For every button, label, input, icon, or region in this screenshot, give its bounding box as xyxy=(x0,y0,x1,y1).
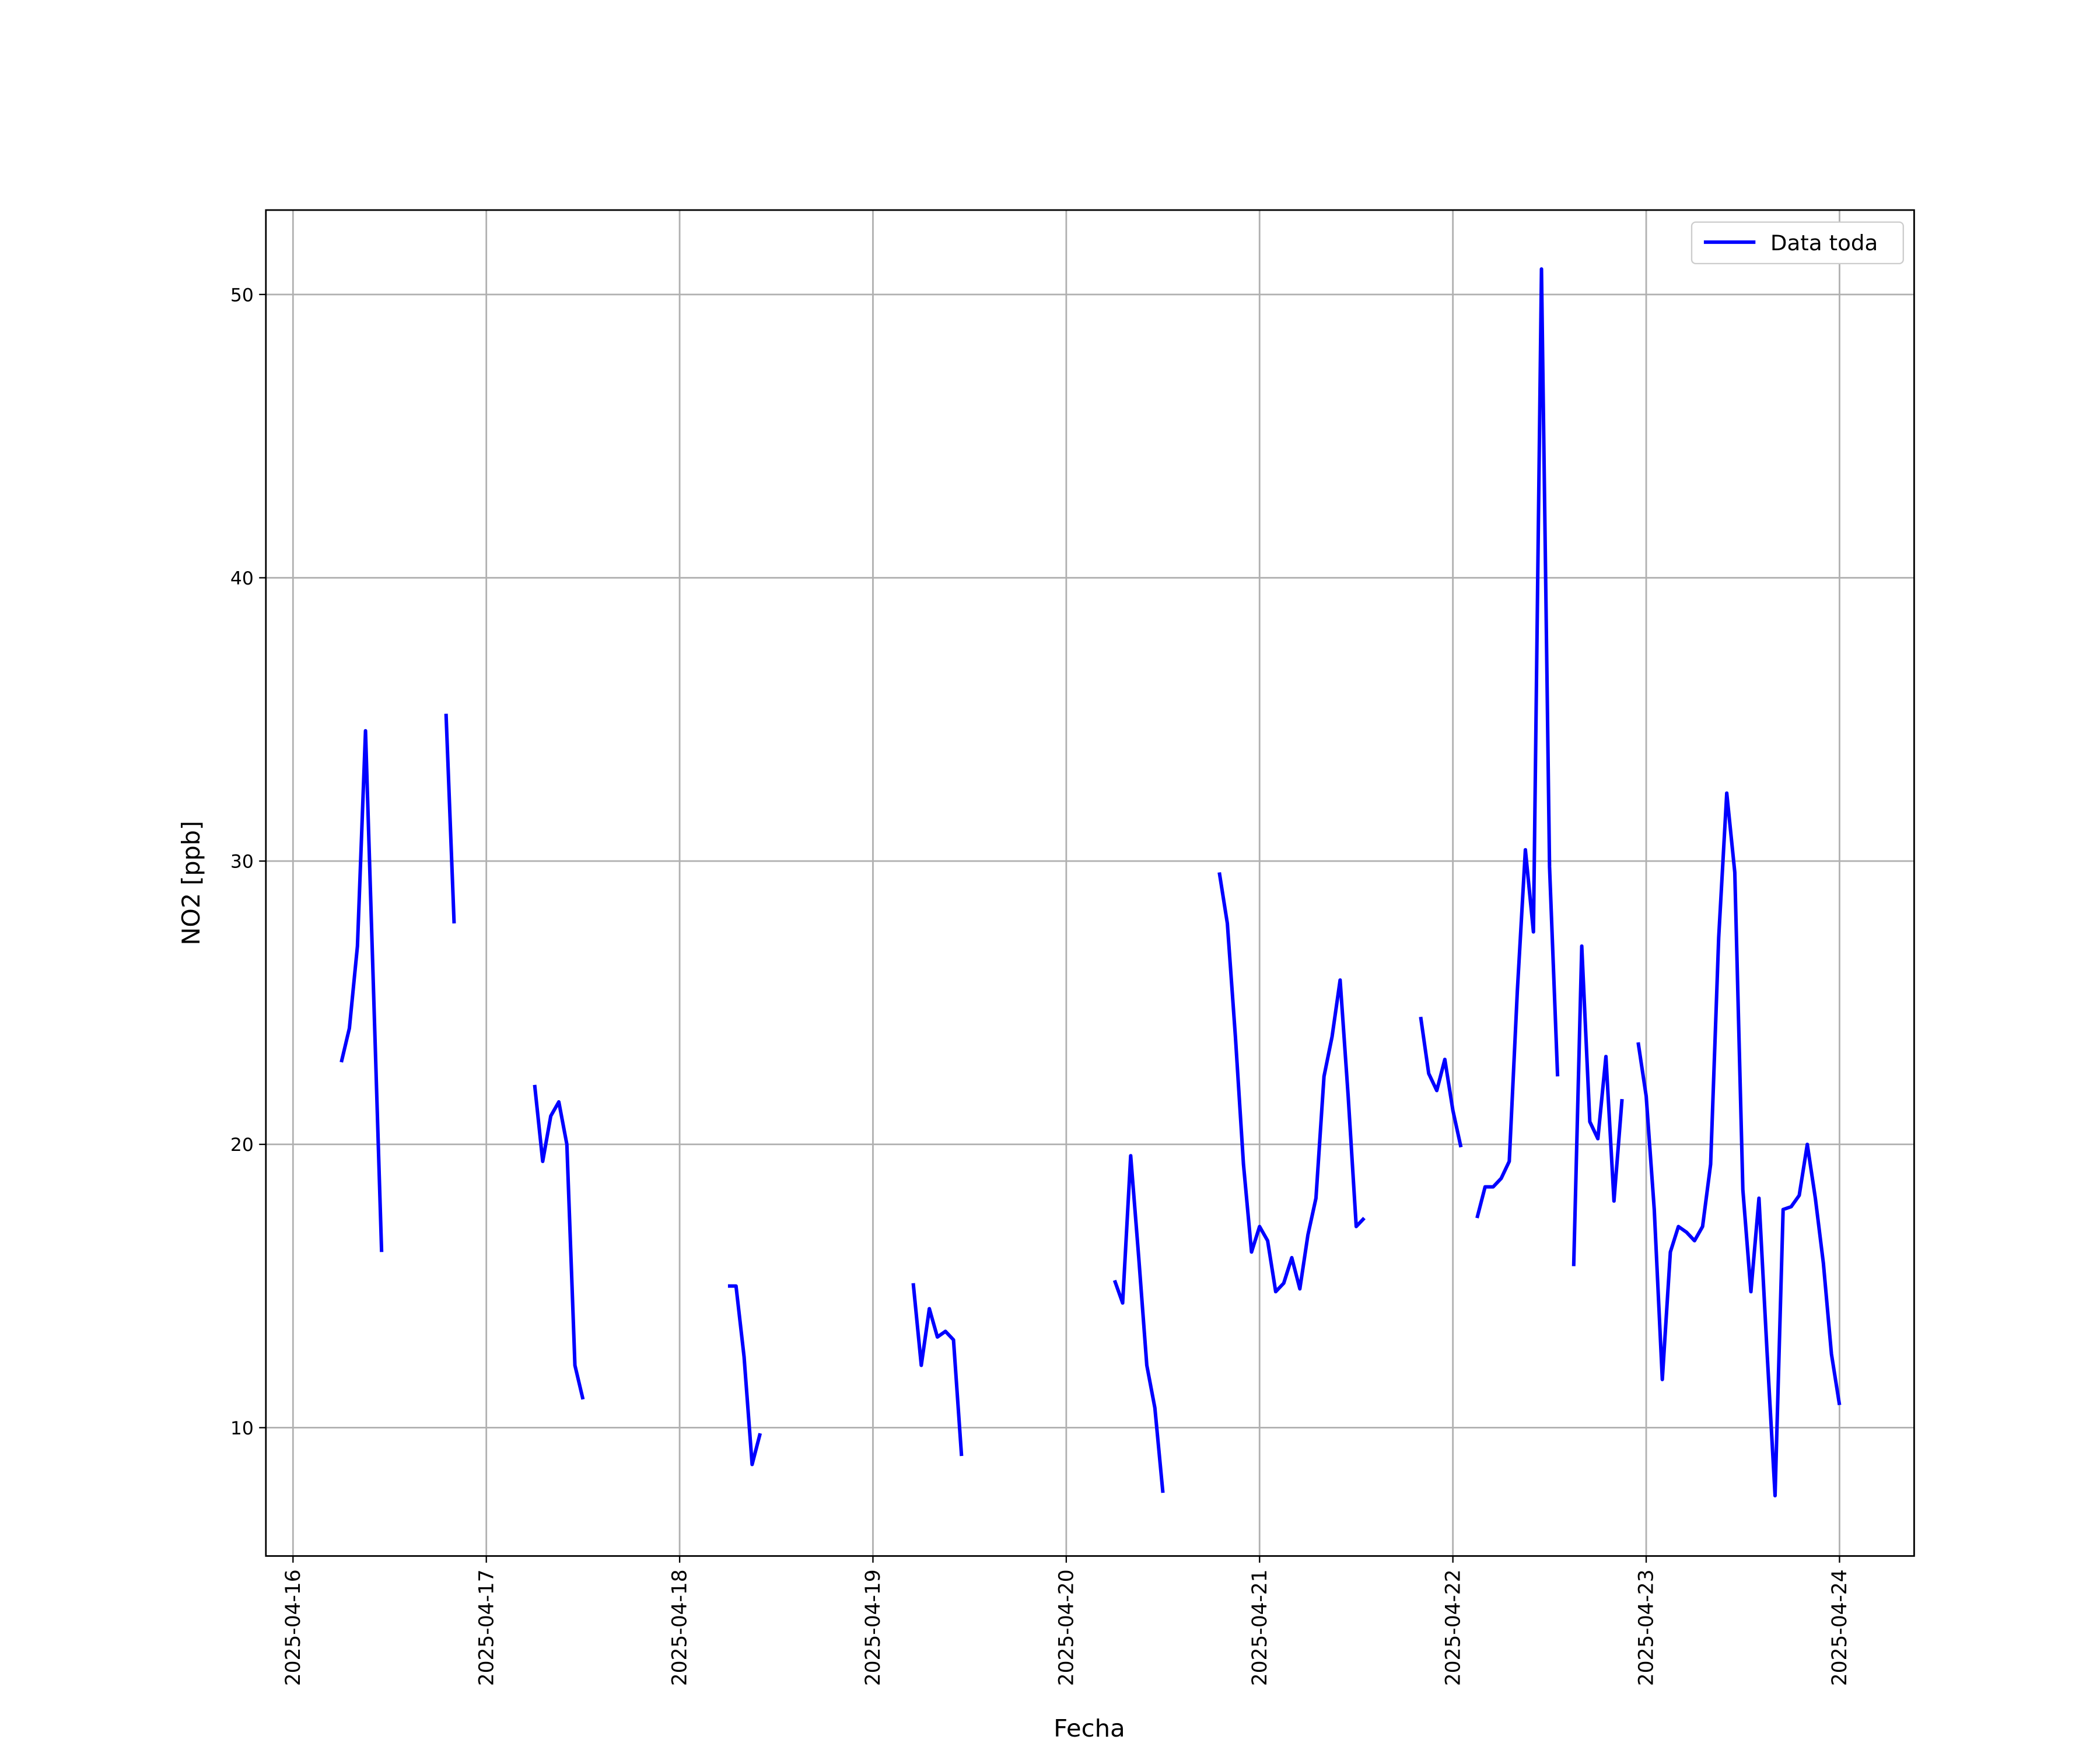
x-tick-label: 2025-04-19 xyxy=(862,1569,885,1686)
x-tick-label: 2025-04-18 xyxy=(668,1569,691,1686)
y-axis-label: NO2 [ppb] xyxy=(177,821,205,946)
x-tick-label: 2025-04-23 xyxy=(1634,1569,1658,1686)
x-tick-label: 2025-04-20 xyxy=(1055,1569,1078,1686)
legend-label: Data toda xyxy=(1770,230,1878,256)
data-line xyxy=(340,267,1842,1497)
x-tick-label: 2025-04-22 xyxy=(1441,1569,1465,1686)
y-tick-label: 40 xyxy=(230,568,254,589)
y-tick-label: 20 xyxy=(230,1135,254,1156)
y-tick-label: 10 xyxy=(230,1418,254,1439)
x-tick-label: 2025-04-16 xyxy=(282,1569,305,1686)
x-tick-label: 2025-04-24 xyxy=(1828,1569,1852,1686)
x-tick-label: 2025-04-17 xyxy=(475,1569,498,1686)
legend-box xyxy=(1690,221,1904,264)
x-tick-label: 2025-04-21 xyxy=(1248,1569,1272,1686)
plot-frame xyxy=(265,209,1915,1557)
x-axis-label: Fecha xyxy=(1054,1714,1125,1742)
y-tick-label: 30 xyxy=(230,852,254,873)
y-tick-label: 50 xyxy=(230,285,254,306)
